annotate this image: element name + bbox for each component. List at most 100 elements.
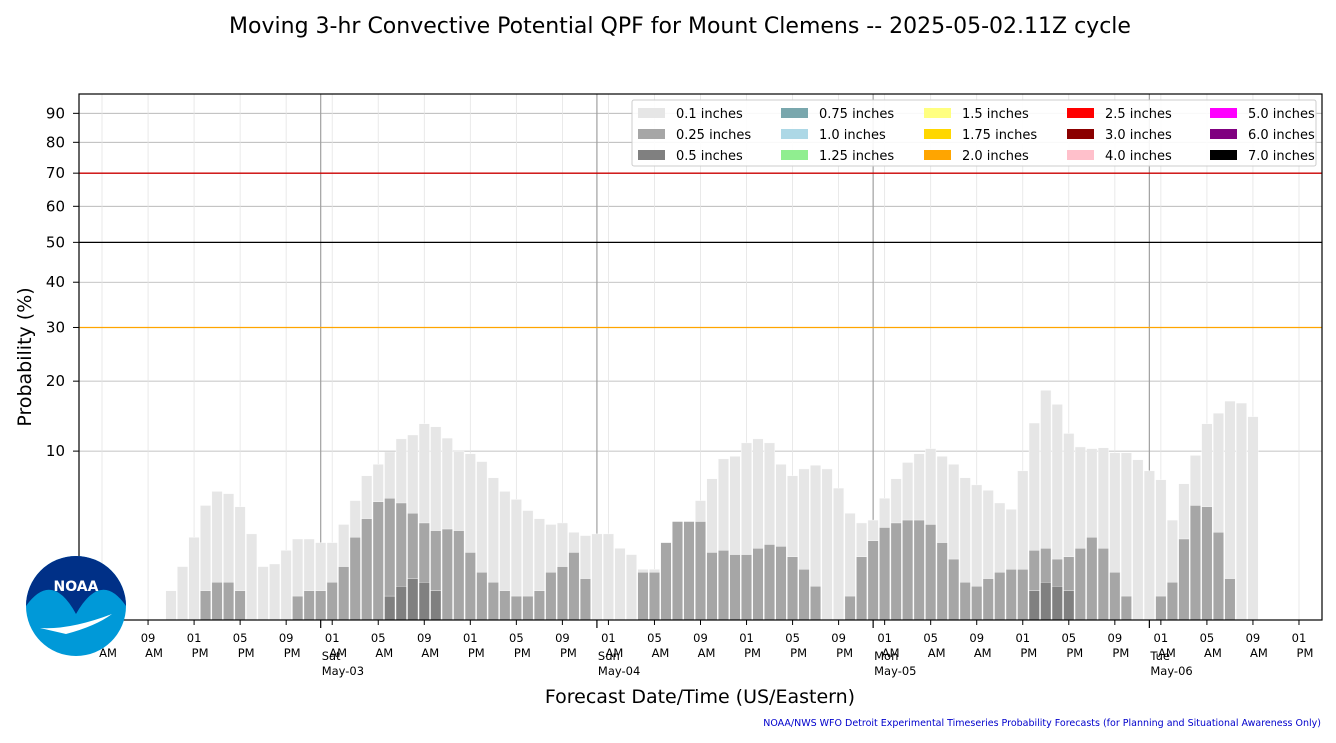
bar	[706, 552, 718, 621]
noaa-logo-icon: NOAA	[26, 556, 126, 656]
legend-swatch	[781, 108, 808, 118]
legend: 0.1 inches 0.25 inches 0.5 inches 0.75 inch…	[631, 99, 1317, 167]
bar	[1155, 595, 1167, 621]
bar	[338, 566, 350, 621]
bar	[372, 501, 384, 621]
bar	[1086, 537, 1098, 621]
bar	[1097, 548, 1109, 621]
day-name-label: Sun	[598, 649, 620, 663]
noaa-logo-text: NOAA	[54, 579, 99, 595]
legend-label: 3.0 inches	[1105, 128, 1172, 143]
legend-swatch	[781, 129, 808, 139]
bar	[1005, 569, 1017, 621]
bar	[418, 582, 430, 621]
x-tick-hour-label: 05	[647, 631, 662, 645]
x-tick-hour-label: 09	[141, 631, 156, 645]
x-tick-hour-label: 01	[1015, 631, 1030, 645]
bar	[269, 563, 281, 621]
bar	[556, 566, 568, 621]
bar	[533, 590, 545, 621]
bar	[384, 595, 396, 621]
x-tick-ampm-label: AM	[1250, 646, 1268, 660]
bar	[430, 590, 442, 621]
bar	[545, 572, 557, 621]
y-axis-label: Probability (%)	[14, 287, 36, 426]
x-tick-ampm-label: PM	[192, 646, 209, 660]
bar	[1063, 590, 1075, 621]
bar	[200, 590, 212, 621]
bar	[810, 586, 822, 621]
x-tick-ampm-label: PM	[1066, 646, 1083, 660]
bar	[752, 548, 764, 621]
bar	[798, 569, 810, 621]
bar	[211, 582, 223, 621]
bar	[177, 566, 189, 621]
bar	[1166, 582, 1178, 621]
bar	[1235, 402, 1247, 621]
x-tick-hour-label: 01	[1154, 631, 1169, 645]
bar	[902, 519, 914, 621]
bar	[856, 556, 868, 621]
bar	[683, 521, 695, 621]
bar	[1212, 532, 1224, 621]
bar	[395, 586, 407, 621]
footer-disclaimer: NOAA/NWS WFO Detroit Experimental Timese…	[763, 718, 1321, 729]
legend-label: 1.25 inches	[819, 149, 894, 164]
x-tick-hour-label: 01	[1292, 631, 1307, 645]
bar	[1224, 578, 1236, 621]
bar	[499, 590, 511, 621]
x-tick-ampm-label: PM	[514, 646, 531, 660]
bar	[1120, 452, 1132, 621]
bar	[890, 522, 902, 621]
legend-swatch	[1067, 150, 1094, 160]
x-tick-ampm-label: AM	[375, 646, 393, 660]
legend-label: 0.5 inches	[676, 149, 743, 164]
y-tick-label: 40	[46, 273, 65, 291]
x-tick-hour-label: 09	[693, 631, 708, 645]
x-tick-ampm-label: AM	[421, 646, 439, 660]
day-name-label: Mon	[874, 649, 898, 663]
x-tick-hour-label: 05	[923, 631, 938, 645]
bar	[280, 550, 292, 621]
bar	[223, 582, 235, 621]
x-tick-ampm-label: PM	[284, 646, 301, 660]
bar	[292, 595, 304, 621]
bar	[1109, 572, 1121, 621]
day-date-label: May-04	[598, 664, 640, 678]
bar	[982, 578, 994, 621]
bar	[741, 554, 752, 621]
bar	[913, 519, 925, 621]
x-tick-ampm-label: PM	[744, 646, 761, 660]
x-tick-hour-label: 01	[187, 631, 202, 645]
bar	[361, 518, 373, 621]
bar	[936, 542, 948, 621]
legend-label: 2.5 inches	[1105, 107, 1172, 122]
legend-swatch	[638, 150, 665, 160]
legend-swatch	[1210, 129, 1237, 139]
x-tick-ampm-label: PM	[1112, 646, 1129, 660]
x-tick-hour-label: 09	[969, 631, 984, 645]
bar	[625, 554, 637, 621]
bar	[487, 582, 499, 621]
x-tick-ampm-label: PM	[238, 646, 255, 660]
chart-title: Moving 3-hr Convective Potential QPF for…	[229, 14, 1131, 39]
bar	[522, 595, 534, 621]
y-tick-label: 20	[46, 372, 65, 390]
y-axis-ticks: 10 20 30 40 50 60 70 80 90	[46, 104, 79, 460]
bar	[165, 590, 177, 621]
legend-label: 6.0 inches	[1248, 128, 1315, 143]
bar	[1189, 505, 1201, 621]
legend-swatch	[1210, 108, 1237, 118]
day-date-label: May-05	[874, 664, 916, 678]
x-tick-hour-label: 09	[1108, 631, 1123, 645]
bar	[994, 572, 1006, 621]
bar	[879, 527, 891, 621]
x-tick-ampm-label: AM	[698, 646, 716, 660]
bar	[441, 528, 453, 621]
x-tick-ampm-label: AM	[1204, 646, 1222, 660]
bar	[971, 586, 983, 621]
x-tick-ampm-label: AM	[1158, 646, 1176, 660]
bar	[1178, 538, 1190, 621]
x-tick-ampm-label: PM	[1020, 646, 1037, 660]
